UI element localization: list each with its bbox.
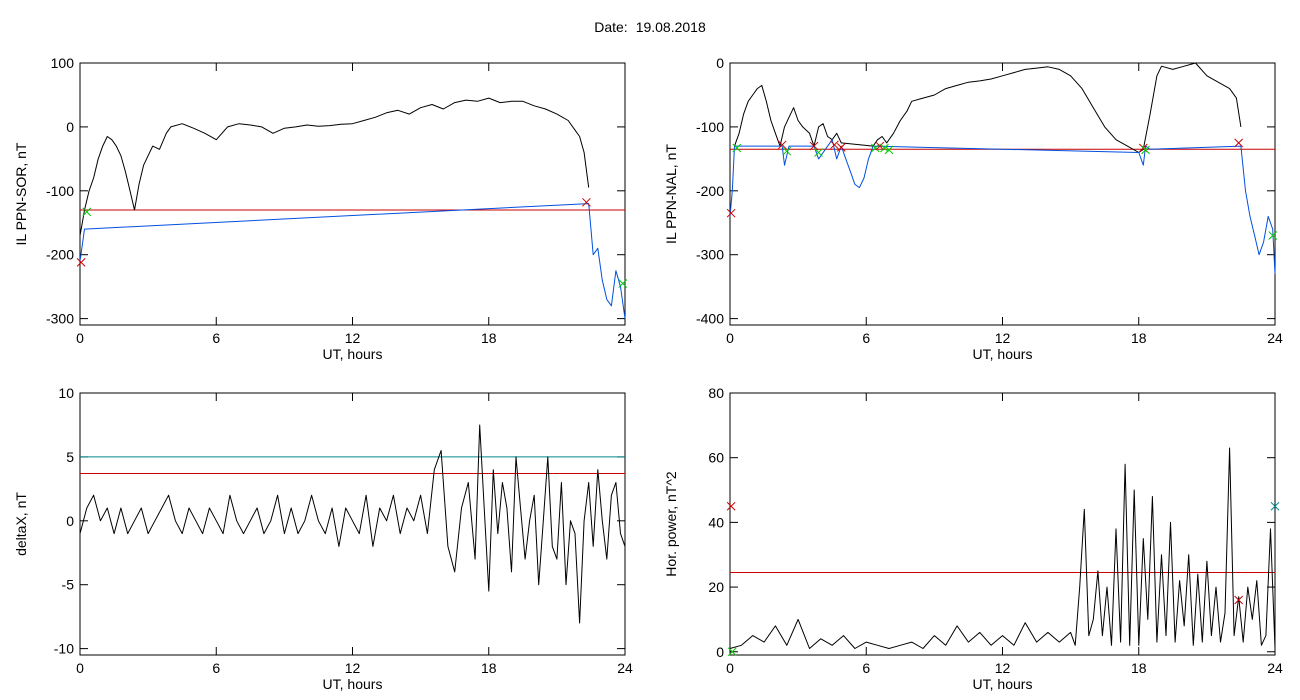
y-axis-label: IL PPN-SOR, nT	[13, 142, 29, 245]
x-tick-label: 6	[212, 330, 220, 346]
x-tick-label: 6	[862, 660, 870, 676]
marker-cross	[1234, 595, 1244, 605]
marker-cross	[1268, 231, 1278, 240]
y-tick-label: 5	[66, 449, 74, 465]
y-tick-label: 0	[716, 644, 724, 660]
x-tick-label: 24	[1267, 330, 1283, 346]
x-axis-label: UT, hours	[973, 346, 1033, 362]
marker-cross	[830, 140, 839, 150]
date-header: Date: 19.08.2018	[0, 19, 1300, 35]
marker-cross	[777, 140, 787, 150]
y-tick-label: 0	[66, 119, 74, 135]
marker-cross	[76, 258, 86, 267]
x-tick-label: 24	[617, 660, 633, 676]
x-tick-label: 12	[345, 660, 361, 676]
x-tick-label: 18	[1131, 330, 1147, 346]
marker-cross	[782, 146, 792, 156]
marker-cross	[727, 647, 737, 657]
x-tick-label: 18	[481, 330, 497, 346]
marker-cross	[1141, 145, 1150, 155]
marker-cross	[726, 501, 736, 511]
series-line	[729, 447, 1276, 649]
x-tick-label: 12	[345, 330, 361, 346]
x-tick-label: 18	[1131, 660, 1147, 676]
series-line	[734, 62, 1242, 153]
marker-cross	[875, 141, 885, 151]
y-tick-label: 40	[708, 514, 724, 530]
x-tick-label: 0	[726, 660, 734, 676]
x-axis-label: UT, hours	[973, 676, 1033, 692]
y-tick-label: 20	[708, 579, 724, 595]
x-tick-label: 0	[76, 330, 84, 346]
y-axis-label: deltaX, nT	[13, 492, 29, 556]
y-tick-label: -5	[62, 577, 75, 593]
marker-cross	[1234, 138, 1244, 148]
marker-cross	[870, 143, 880, 153]
marker-cross	[582, 197, 591, 207]
y-tick-label: -400	[696, 311, 724, 327]
x-tick-label: 12	[995, 660, 1011, 676]
y-tick-label: -10	[54, 641, 74, 657]
x-tick-label: 12	[995, 330, 1011, 346]
marker-cross	[884, 145, 894, 155]
marker-cross	[732, 143, 742, 153]
x-tick-label: 0	[76, 660, 84, 676]
y-tick-label: -200	[46, 247, 74, 263]
marker-cross	[809, 141, 819, 151]
marker-cross	[836, 142, 846, 152]
x-tick-label: 6	[862, 330, 870, 346]
y-tick-label: -300	[46, 311, 74, 327]
y-tick-label: 0	[66, 513, 74, 529]
x-axis-label: UT, hours	[323, 346, 383, 362]
x-tick-label: 18	[481, 660, 497, 676]
series-line	[79, 97, 590, 236]
x-tick-label: 24	[1267, 660, 1283, 676]
y-tick-label: -100	[696, 119, 724, 135]
y-tick-label: 10	[58, 385, 74, 401]
marker-cross	[618, 279, 628, 288]
date-value: 19.08.2018	[635, 19, 706, 35]
y-axis-label: Hor. power, nT^2	[663, 471, 679, 577]
y-tick-label: 100	[51, 55, 75, 71]
marker-cross	[814, 148, 823, 157]
plot-frame	[729, 392, 1276, 656]
y-tick-label: 60	[708, 450, 724, 466]
series-line	[79, 203, 626, 319]
marker-cross	[1270, 501, 1280, 511]
x-axis-label: UT, hours	[323, 676, 383, 692]
y-tick-label: 80	[708, 385, 724, 401]
y-tick-label: -100	[46, 183, 74, 199]
x-tick-label: 24	[617, 330, 633, 346]
y-tick-label: -200	[696, 183, 724, 199]
y-tick-label: 0	[716, 55, 724, 71]
date-label: Date:	[594, 19, 628, 35]
series-line	[729, 139, 1276, 274]
x-tick-label: 6	[212, 660, 220, 676]
y-axis-label: IL PPN-NAL, nT	[663, 144, 679, 244]
series-line	[79, 424, 626, 624]
marker-cross	[880, 143, 889, 153]
x-tick-label: 0	[726, 330, 734, 346]
marker-cross	[82, 207, 92, 217]
marker-cross	[726, 208, 736, 218]
y-tick-label: -300	[696, 247, 724, 263]
